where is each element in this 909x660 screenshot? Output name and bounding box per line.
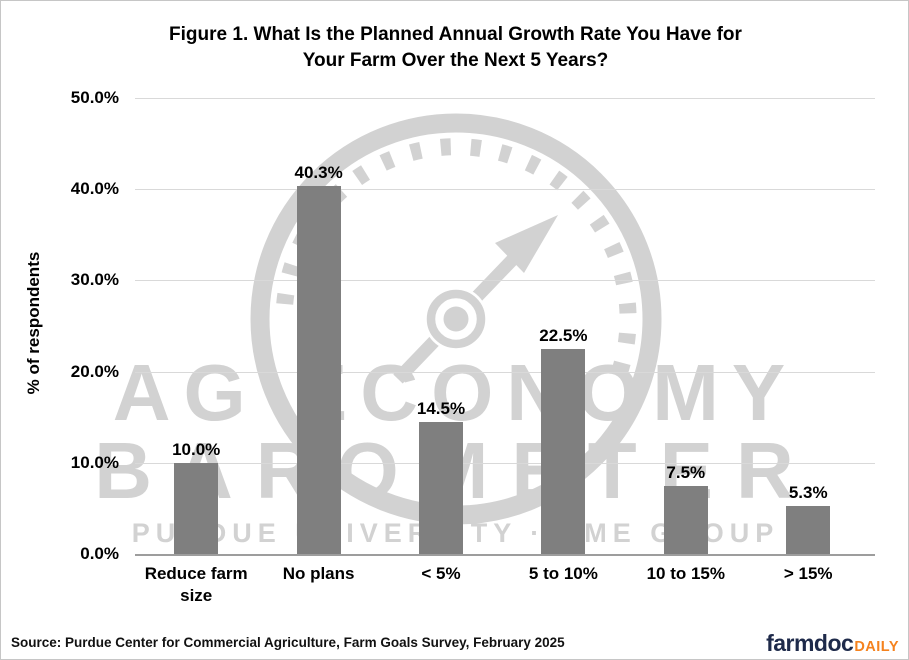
bar-value-label: 22.5% (539, 325, 588, 345)
chart-title-line-1: Figure 1. What Is the Planned Annual Gro… (169, 24, 742, 45)
bar-value-label: 7.5% (666, 462, 706, 482)
y-tick-label: 20.0% (70, 361, 119, 381)
farmdoc-logo-text: farmdoc (766, 630, 854, 656)
bar (786, 505, 831, 554)
x-category-label: 10 to 15% (646, 564, 726, 583)
bar-value-label: 14.5% (416, 398, 466, 418)
y-tick-label: 40.0% (70, 179, 119, 199)
bar-value-label: 40.3% (294, 163, 343, 183)
chart-title: Figure 1. What Is the Planned Annual Gro… (1, 22, 908, 74)
gridline (135, 371, 875, 373)
y-axis-title: % of respondents (24, 251, 43, 395)
gridline (135, 189, 875, 191)
x-category-label: < 5% (421, 564, 461, 583)
bar (296, 186, 341, 554)
bar-value-label: 10.0% (172, 439, 221, 459)
source-note: Source: Purdue Center for Commercial Agr… (11, 635, 565, 650)
gridline (135, 98, 875, 99)
bar (419, 421, 463, 554)
bar (174, 462, 219, 554)
gridline (135, 462, 875, 464)
x-axis-line (135, 554, 875, 556)
farmdoc-daily-text: DAILY (854, 639, 899, 655)
y-tick-label: 10.0% (70, 452, 119, 472)
y-tick-label: 30.0% (70, 270, 119, 290)
y-tick-label: 0.0% (80, 544, 119, 563)
gridline (135, 280, 875, 282)
x-category-label: 5 to 10% (528, 564, 598, 583)
bar (663, 485, 708, 554)
chart-title-line-2: Your Farm Over the Next 5 Years? (302, 50, 609, 71)
x-category-label: No plans (282, 564, 355, 583)
bar (541, 348, 586, 554)
x-category-label: > 15% (783, 564, 833, 583)
bar-value-label: 5.3% (788, 482, 828, 502)
farmdoc-daily-logo: farmdoc DAILY (766, 630, 899, 657)
y-tick-label: 50.0% (70, 88, 119, 107)
x-category-label: Reduce farm size (144, 564, 248, 605)
